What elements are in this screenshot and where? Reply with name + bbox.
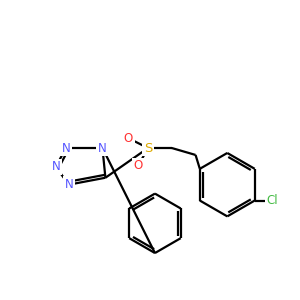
Text: N: N: [61, 142, 70, 154]
Text: O: O: [124, 132, 133, 145]
Text: Cl: Cl: [267, 194, 278, 207]
Text: S: S: [144, 142, 152, 154]
Text: O: O: [134, 159, 143, 172]
Text: N: N: [98, 142, 107, 154]
Text: N: N: [52, 160, 60, 173]
Text: N: N: [64, 178, 73, 191]
